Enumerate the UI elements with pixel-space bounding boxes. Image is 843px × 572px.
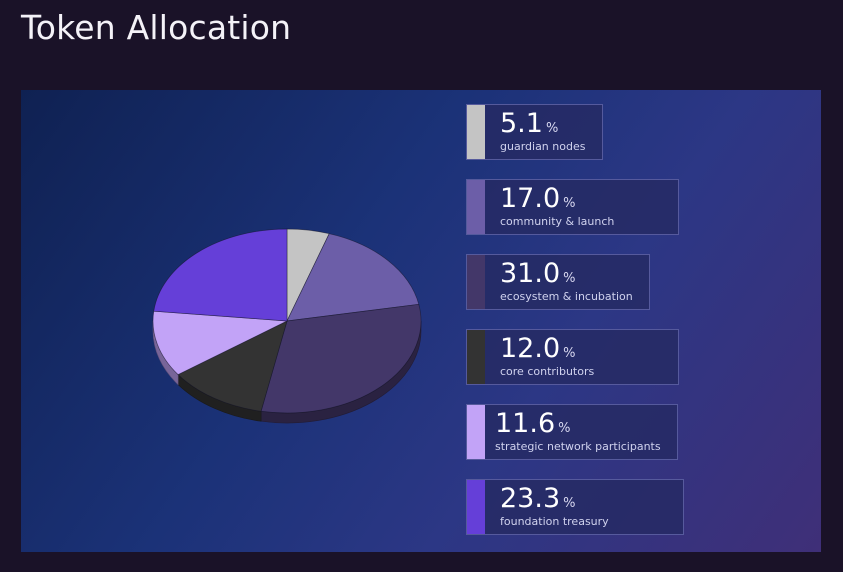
legend-value-number: 23.3 [500,483,561,514]
legend-value: 11.6% [495,408,570,445]
legend-item: 11.6% strategic network participants [466,404,678,460]
legend-value-unit: % [563,196,576,211]
legend-value: 31.0% [500,258,575,295]
pie-slice[interactable] [152,310,289,376]
legend-item: 5.1% guardian nodes [466,104,603,160]
legend-swatch [467,180,485,234]
page-title: Token Allocation [21,8,292,47]
legend-swatch [467,330,485,384]
legend-item: 23.3% foundation treasury [466,479,684,535]
pie-slice[interactable] [286,233,420,322]
legend-value-unit: % [563,346,576,361]
legend-label: community & launch [500,215,615,228]
legend-value-unit: % [563,496,576,511]
legend-swatch [467,405,485,459]
chart-panel: 5.1% guardian nodes 17.0% community & launc… [21,90,821,552]
legend-value-number: 12.0 [500,333,561,364]
legend-item: 17.0% community & launch [466,179,679,235]
pie-slice[interactable] [153,228,288,322]
legend-item: 12.0% core contributors [466,329,679,385]
legend-value: 17.0% [500,183,575,220]
legend-label: guardian nodes [500,140,586,153]
legend-value: 5.1% [500,108,558,145]
legend-label: ecosystem & incubation [500,290,633,303]
legend-label: core contributors [500,365,595,378]
legend-value-unit: % [558,421,571,436]
legend-swatch [467,255,485,309]
pie-slice[interactable] [177,320,288,412]
pie-chart [152,228,422,424]
legend-value: 12.0% [500,333,575,370]
legend-label: foundation treasury [500,515,609,528]
pie-slice[interactable] [260,303,422,414]
legend-value-number: 31.0 [500,258,561,289]
legend-swatch [467,105,485,159]
legend-swatch [467,480,485,534]
legend-value-number: 17.0 [500,183,561,214]
legend-value: 23.3% [500,483,575,520]
legend-value-unit: % [545,121,559,136]
legend-value-number: 5.1 [500,108,543,139]
legend-value-number: 11.6 [495,408,556,439]
legend-label: strategic network participants [495,440,661,453]
legend-value-unit: % [563,271,576,286]
legend-item: 31.0% ecosystem & incubation [466,254,650,310]
